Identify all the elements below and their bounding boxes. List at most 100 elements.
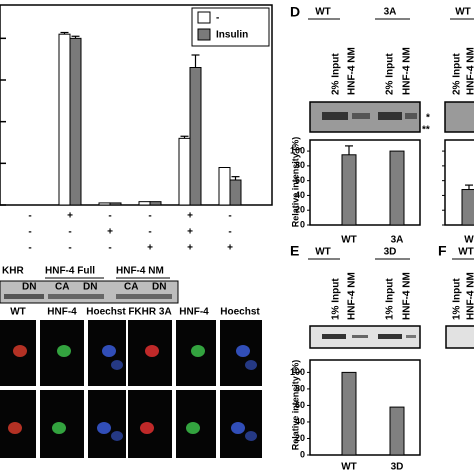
treatment-sign: + xyxy=(67,211,73,222)
nucleus xyxy=(140,422,154,434)
legend-label: - xyxy=(216,13,219,24)
lane-label: 2% Input xyxy=(331,53,342,95)
nucleus xyxy=(57,345,71,357)
nucleus xyxy=(186,422,200,434)
gel-band xyxy=(322,112,348,120)
lane-label: HNF-4 NM xyxy=(402,47,413,95)
lane-label: HNF-4 NM xyxy=(466,272,474,320)
x-tick-label: WT xyxy=(341,235,357,246)
y-tick-label: 80 xyxy=(295,383,305,393)
treatment-sign: + xyxy=(147,243,153,254)
bar xyxy=(138,201,151,206)
image-header: HNF-4 xyxy=(179,307,209,318)
lane-label: DN xyxy=(152,282,166,293)
gel-band xyxy=(405,113,417,119)
nucleus xyxy=(111,431,123,441)
y-tick-label: 80 xyxy=(295,160,305,170)
bar xyxy=(178,137,191,206)
panel-letter: D xyxy=(290,4,300,20)
treatment-sign: - xyxy=(28,211,31,222)
treatment-sign: - xyxy=(68,243,71,254)
group-label: WT xyxy=(315,7,331,18)
gel-strip xyxy=(445,325,474,349)
x-tick-label: WT xyxy=(341,462,357,473)
bar xyxy=(389,406,405,456)
nucleus xyxy=(145,345,159,357)
bar xyxy=(229,179,242,206)
gel-band xyxy=(116,294,172,299)
gel-band xyxy=(4,294,44,299)
nucleus xyxy=(191,345,205,357)
nucleus xyxy=(245,360,257,370)
image-header: HNF-4 xyxy=(47,307,77,318)
y-tick-label: 60 xyxy=(295,175,305,185)
group-label: WT xyxy=(455,7,471,18)
gel-band xyxy=(378,334,402,339)
legend-label: Insulin xyxy=(216,30,248,41)
image-header: WT xyxy=(10,307,26,318)
y-tick-label: 0 xyxy=(300,219,305,229)
legend-swatch xyxy=(197,28,211,41)
lane-label: HNF-4 NM xyxy=(402,272,413,320)
group-label: WT xyxy=(315,247,331,258)
panel-letter: E xyxy=(290,243,299,259)
lane-label: HNF-4 NM xyxy=(466,47,474,95)
treatment-sign: + xyxy=(187,211,193,222)
treatment-sign: - xyxy=(28,227,31,238)
bar xyxy=(389,150,405,226)
treatment-sign: - xyxy=(108,243,111,254)
bar xyxy=(341,154,357,226)
image-grid xyxy=(0,320,262,458)
plot-frame xyxy=(309,139,421,226)
group-label: 3A xyxy=(384,7,397,18)
y-axis-label: Relative intensity (%) xyxy=(290,137,300,228)
y-tick-label: 100 xyxy=(290,367,305,377)
x-tick-label: W xyxy=(464,235,474,246)
treatment-sign: - xyxy=(148,227,151,238)
group-label: 3D xyxy=(384,247,397,258)
nucleus xyxy=(245,431,257,441)
lane-label: DN xyxy=(22,282,36,293)
y-tick-label: 40 xyxy=(295,416,305,426)
lane-label: 1% Input xyxy=(452,278,463,320)
gel-band xyxy=(352,113,370,119)
treatment-sign: + xyxy=(227,243,233,254)
image-header: Hoechst xyxy=(220,307,260,318)
nucleus xyxy=(52,422,66,434)
y-axis-label: Relative intensity (%) xyxy=(290,360,300,451)
x-tick-label: 3D xyxy=(391,462,404,473)
x-tick-label: 3A xyxy=(391,235,404,246)
lane-label: CA xyxy=(55,282,69,293)
nucleus xyxy=(13,345,27,357)
nucleus xyxy=(97,422,111,434)
gel-group: HNF-4 NM xyxy=(116,266,164,277)
y-tick-label: 40 xyxy=(295,190,305,200)
lane-label: HNF-4 NM xyxy=(347,272,358,320)
band-marker: * xyxy=(426,113,430,124)
gel-band xyxy=(378,112,402,120)
bar xyxy=(58,33,71,206)
lane-label: 2% Input xyxy=(385,53,396,95)
band-marker: ** xyxy=(422,125,430,136)
treatment-sign: - xyxy=(228,211,231,222)
lane-label: CA xyxy=(124,282,138,293)
y-tick-label: 20 xyxy=(295,433,305,443)
bar xyxy=(149,201,162,206)
treatment-sign: - xyxy=(68,227,71,238)
y-tick-label: 60 xyxy=(295,400,305,410)
nucleus xyxy=(111,360,123,370)
bar xyxy=(98,202,111,206)
gel-group: HNF-4 Full xyxy=(45,266,95,277)
gel-band xyxy=(352,335,368,338)
bar xyxy=(461,189,474,226)
bar xyxy=(69,37,82,206)
y-tick-label: 0 xyxy=(300,449,305,459)
treatment-sign: + xyxy=(187,227,193,238)
image-header: Hoechst xyxy=(86,307,126,318)
bar xyxy=(218,167,231,206)
gel-group: KHR xyxy=(2,266,24,277)
panel-letter: F xyxy=(438,243,447,259)
bar xyxy=(341,371,357,456)
lane-label: DN xyxy=(83,282,97,293)
